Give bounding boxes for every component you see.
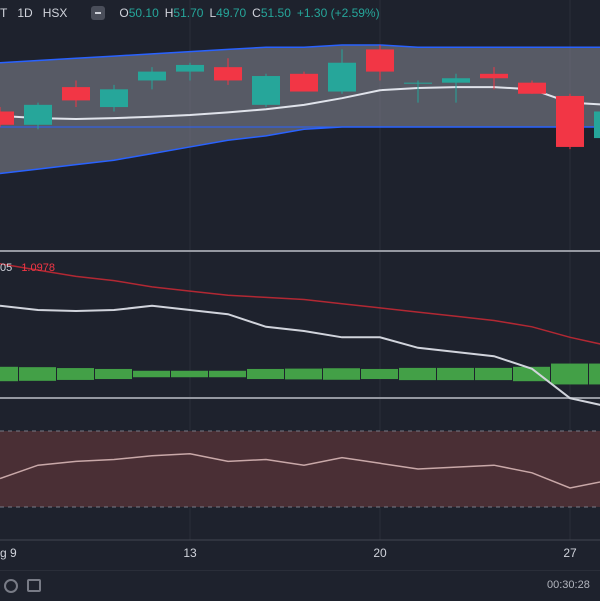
macd-histogram-bar [589, 363, 600, 385]
clock-time: 00:30:28 [547, 579, 590, 591]
rsi-line [0, 453, 600, 489]
candle-body [24, 104, 52, 125]
macd-histogram-bar [209, 370, 246, 378]
candle-body [328, 62, 356, 92]
macd-signal-line [0, 263, 600, 345]
macd-histogram-bar [399, 367, 436, 381]
x-axis-tick-label: 20 [373, 546, 387, 560]
candle-body [176, 64, 204, 72]
x-axis-tick-label: 13 [183, 546, 197, 560]
bottom-toolbar: 00:30:28 [0, 570, 600, 601]
candle-body [442, 78, 470, 83]
candle-body [290, 73, 318, 92]
exchange-label: HSX [42, 6, 68, 20]
go-to-date-icon[interactable] [4, 579, 18, 593]
candle-body [556, 95, 584, 147]
macd-histogram-bar [551, 363, 588, 385]
macd-histogram-bar [171, 370, 208, 378]
macd-histogram-bar [0, 366, 18, 382]
symbol-name[interactable]: T [0, 6, 8, 20]
candle-body [62, 87, 90, 101]
candle-body [100, 89, 128, 108]
macd-histogram-bar [285, 368, 322, 380]
calendar-icon[interactable] [27, 579, 41, 592]
macd-histogram-bar [513, 366, 550, 382]
signal-value: 1.0978 [21, 262, 55, 274]
rsi-band-fill [0, 431, 600, 507]
macd-histogram-bar [475, 367, 512, 381]
macd-histogram-bar [323, 368, 360, 380]
macd-histogram-bar [95, 368, 132, 380]
low-label: L [209, 6, 217, 20]
macd-histogram-bar [57, 368, 94, 380]
macd-histogram-bar [133, 370, 170, 378]
candle-body [214, 67, 242, 81]
candle-body [480, 73, 508, 79]
close-label: C [252, 6, 261, 20]
close-value: 51.50 [260, 6, 291, 20]
collapse-legend-icon[interactable] [91, 6, 106, 20]
bollinger-upper-line [0, 44, 600, 64]
macd-histogram-bar [437, 367, 474, 381]
candle-body [138, 71, 166, 81]
macd-value: 05 [0, 262, 13, 274]
candle-body [366, 49, 394, 72]
candle-body [594, 111, 600, 139]
low-value: 49.70 [216, 6, 247, 20]
candle-body [252, 76, 280, 105]
open-value: 50.10 [128, 6, 159, 20]
macd-legend: 05 1.0978 [0, 262, 55, 274]
macd-histogram-bar [19, 367, 56, 381]
macd-line [0, 304, 600, 406]
high-value: 51.70 [173, 6, 204, 20]
open-label: O [119, 6, 129, 20]
price-legend: T 1D HSX O 50.10 H 51.70 L 49.70 C 51.50 +1.… [0, 6, 386, 20]
x-axis-tick-label: g 9 [0, 546, 17, 560]
macd-histogram-bar [361, 368, 398, 380]
candle-body [404, 82, 432, 84]
macd-histogram-bar [247, 368, 284, 380]
change-value: +1.30 (+2.59%) [296, 6, 380, 20]
candle-body [518, 82, 546, 94]
candle-body [0, 111, 14, 125]
bollinger-middle-line [0, 86, 600, 121]
x-axis-tick-label: 27 [563, 546, 577, 560]
high-label: H [164, 6, 174, 20]
interval-label[interactable]: 1D [17, 6, 33, 20]
